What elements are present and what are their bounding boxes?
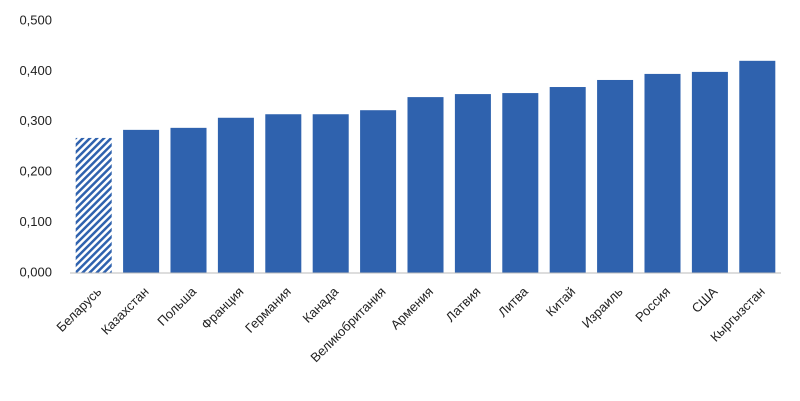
y-tick-label: 0,500 bbox=[19, 12, 52, 27]
x-tick-label: Россия bbox=[632, 284, 673, 325]
bar bbox=[644, 73, 681, 273]
x-tick-label: США bbox=[689, 284, 721, 316]
bar bbox=[360, 110, 397, 273]
bar bbox=[217, 117, 254, 273]
bar bbox=[739, 60, 776, 273]
bar bbox=[123, 129, 160, 273]
x-tick-label: Китай bbox=[543, 284, 578, 319]
y-tick-label: 0,400 bbox=[19, 63, 52, 78]
bar bbox=[75, 137, 112, 273]
x-tick-label: Польша bbox=[154, 283, 199, 328]
bar bbox=[502, 93, 539, 274]
bar bbox=[170, 127, 207, 274]
bar bbox=[549, 87, 586, 273]
y-tick-label: 0,200 bbox=[19, 164, 52, 179]
bar bbox=[454, 94, 491, 273]
x-tick-label: Латвия bbox=[443, 284, 484, 325]
x-tick-label: Канада bbox=[300, 283, 342, 325]
x-tick-label: Франция bbox=[198, 284, 246, 332]
x-tick-label: Казахстан bbox=[98, 284, 152, 338]
x-tick-label: Армения bbox=[388, 284, 436, 332]
bar bbox=[312, 114, 349, 274]
y-tick-label: 0,000 bbox=[19, 264, 52, 279]
bar bbox=[407, 97, 444, 273]
y-tick-label: 0,100 bbox=[19, 214, 52, 229]
x-tick-label: Израиль bbox=[579, 284, 626, 331]
x-tick-label: Литва bbox=[495, 283, 531, 319]
bar bbox=[597, 79, 634, 273]
y-tick-label: 0,300 bbox=[19, 113, 52, 128]
bar bbox=[265, 114, 302, 274]
bar bbox=[691, 71, 728, 274]
x-tick-label: Германия bbox=[242, 284, 294, 336]
